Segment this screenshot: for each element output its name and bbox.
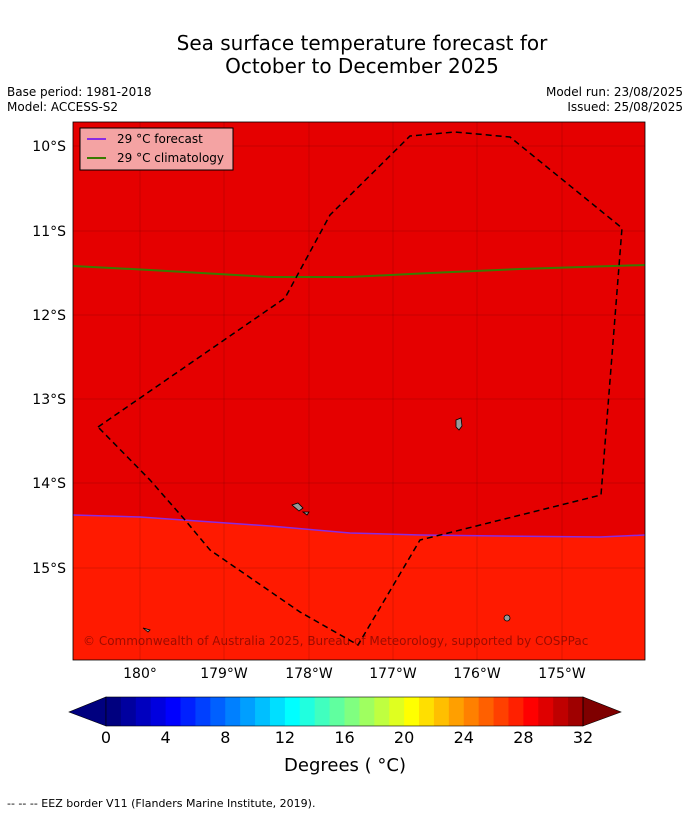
legend-box [79, 127, 234, 171]
colorbar-cell [329, 697, 345, 726]
colorbar-cell [106, 697, 122, 726]
lat-label: 11°S [32, 224, 66, 240]
colorbar-under-arrow [68, 696, 107, 727]
colorbar-tick: 28 [513, 728, 533, 747]
lat-label: 14°S [32, 476, 66, 492]
longitude-labels: 180° 179°W 178°W 177°W 176°W 175°W [123, 666, 586, 682]
colorbar-tick: 24 [454, 728, 474, 747]
colorbar-cell [404, 697, 420, 726]
island-shape [301, 511, 310, 516]
meta-right: Model run: 23/08/2025 Issued: 25/08/2025 [546, 85, 683, 115]
colorbar-cell [463, 697, 480, 726]
colorbar-cell [448, 697, 465, 726]
map-frame [72, 121, 646, 661]
colorbar-tick: 12 [275, 728, 295, 747]
legend-climatology-label: 29 °C climatology [117, 151, 224, 165]
colorbar-tick: 16 [334, 728, 354, 747]
lat-label: 12°S [32, 308, 66, 324]
colorbar-units-label: Degrees ( °C) [284, 755, 406, 776]
model-text: Model: ACCESS-S2 [7, 100, 119, 114]
climatology-isotherm-line [72, 264, 646, 278]
island-shape [503, 614, 511, 622]
forecast-isotherm-line [72, 514, 646, 538]
lon-label: 178°W [285, 666, 333, 682]
island-shape [142, 627, 151, 633]
latitude-labels: 10°S 11°S 12°S 13°S 14°S 15°S [32, 139, 66, 577]
legend-forecast-label: 29 °C forecast [117, 132, 203, 146]
chart-title-line-1: Sea surface temperature forecast for [176, 31, 548, 55]
colorbar-cell [210, 697, 226, 726]
colorbar-cell [225, 697, 241, 726]
colorbar-tick: 8 [220, 728, 230, 747]
colorbar-over-arrow [582, 696, 622, 727]
chart-title-line-2: October to December 2025 [225, 54, 499, 78]
colorbar: 0 4 8 12 16 20 24 28 32 [68, 696, 622, 747]
colorbar-frame [105, 696, 584, 727]
colorbar-cell [389, 697, 405, 726]
colorbar-cell [478, 697, 494, 726]
colorbar-cell [493, 697, 509, 726]
colorbar-tick-labels: 0 4 8 12 16 20 24 28 32 [101, 728, 593, 747]
sst-region-lower [73, 515, 645, 660]
colorbar-cell [314, 697, 330, 726]
issued-text: Issued: 25/08/2025 [567, 100, 683, 114]
colorbar-cell [419, 697, 435, 726]
colorbar-cell [120, 697, 137, 726]
colorbar-tick: 0 [101, 728, 111, 747]
colorbar-cell [523, 697, 539, 726]
islands [142, 417, 511, 633]
map-figure: 29 °C forecast 29 °C climatology © Commo… [32, 121, 646, 747]
colorbar-cell [344, 697, 360, 726]
colorbar-cell [135, 697, 152, 726]
lon-label: 177°W [369, 666, 417, 682]
colorbar-cell [508, 697, 524, 726]
map-gridlines [73, 122, 645, 660]
colorbar-cell [195, 697, 211, 726]
colorbar-cell [568, 697, 584, 726]
colorbar-cell [359, 697, 375, 726]
eez-footnote: -- -- -- EEZ border V11 (Flanders Marine… [7, 797, 316, 810]
colorbar-cell [180, 697, 196, 726]
lat-label: 13°S [32, 392, 66, 408]
map-legend: 29 °C forecast 29 °C climatology [79, 127, 234, 171]
lon-label: 179°W [200, 666, 248, 682]
colorbar-tick: 20 [394, 728, 414, 747]
lat-label: 10°S [32, 139, 66, 155]
colorbar-cell [374, 697, 390, 726]
lat-label: 15°S [32, 561, 66, 577]
lon-label: 175°W [538, 666, 586, 682]
colorbar-cell [538, 697, 554, 726]
colorbar-cell [433, 697, 450, 726]
colorbar-cell [299, 697, 316, 726]
island-shape [455, 417, 463, 431]
colorbar-tick: 4 [161, 728, 171, 747]
lon-label: 176°W [453, 666, 501, 682]
colorbar-cell [165, 697, 181, 726]
colorbar-tick: 32 [573, 728, 593, 747]
model-run-text: Model run: 23/08/2025 [545, 85, 683, 99]
colorbar-cell [240, 697, 256, 726]
island-shape [291, 502, 304, 512]
colorbar-cell [553, 697, 569, 726]
colorbar-cell [284, 697, 301, 726]
colorbar-cells [106, 697, 584, 726]
meta-left: Base period: 1981-2018 Model: ACCESS-S2 [7, 85, 152, 115]
copyright-text: © Commonwealth of Australia 2025, Bureau… [83, 634, 588, 648]
lon-label: 180° [123, 666, 157, 682]
base-period-text: Base period: 1981-2018 [7, 85, 152, 99]
colorbar-cell [255, 697, 271, 726]
colorbar-cell [269, 697, 286, 726]
colorbar-cell [150, 697, 167, 726]
